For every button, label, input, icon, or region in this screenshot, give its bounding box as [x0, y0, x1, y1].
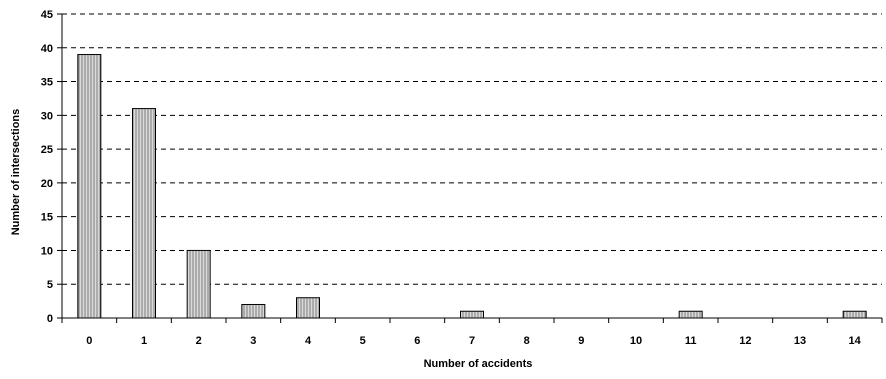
x-tick-label: 1: [141, 335, 147, 347]
x-tick-label: 8: [524, 335, 530, 347]
y-tick-labels: 0 5 10 15 20 25 30 35 40 45: [41, 9, 53, 325]
y-tick-label: 0: [47, 313, 53, 325]
bar-4: [296, 297, 320, 319]
bars: [77, 54, 867, 319]
bar-14: [842, 310, 867, 319]
x-tick-label: 7: [469, 335, 475, 347]
x-tick-labels: 0 1 2 3 4 5 6 7 8 9 10 11 12 13 14: [86, 335, 861, 347]
bar-0: [77, 54, 102, 319]
x-tick-label: 12: [739, 335, 751, 347]
bar-2: [186, 249, 211, 319]
x-tick-label: 4: [305, 335, 312, 347]
y-tick-label: 35: [41, 77, 53, 89]
x-tick-label: 5: [360, 335, 366, 347]
x-tick-label: 9: [578, 335, 584, 347]
bar-7: [460, 310, 484, 319]
x-tick-label: 0: [86, 335, 92, 347]
y-tick-label: 40: [41, 43, 53, 55]
y-tick-label: 5: [47, 279, 53, 291]
y-tick-label: 10: [41, 245, 53, 257]
y-tick-label: 45: [41, 9, 53, 21]
x-axis-title: Number of accidents: [424, 358, 533, 370]
x-tick-label: 6: [414, 335, 420, 347]
x-tick-label: 3: [250, 335, 256, 347]
x-tick-label: 10: [630, 335, 642, 347]
axes: [57, 13, 883, 323]
bar-3: [241, 303, 266, 319]
y-axis-title: Number of intersections: [10, 109, 22, 236]
x-tick-label: 14: [849, 335, 862, 347]
y-tick-label: 25: [41, 144, 53, 156]
x-tick-label: 2: [196, 335, 202, 347]
y-tick-label: 30: [41, 110, 53, 122]
bar-1: [132, 108, 156, 319]
grid-lines: [62, 13, 882, 285]
bar-11: [678, 310, 703, 319]
y-tick-label: 15: [41, 212, 53, 224]
x-tick-label: 13: [794, 335, 806, 347]
y-tick-label: 20: [41, 178, 53, 190]
x-tick-label: 11: [685, 335, 697, 347]
